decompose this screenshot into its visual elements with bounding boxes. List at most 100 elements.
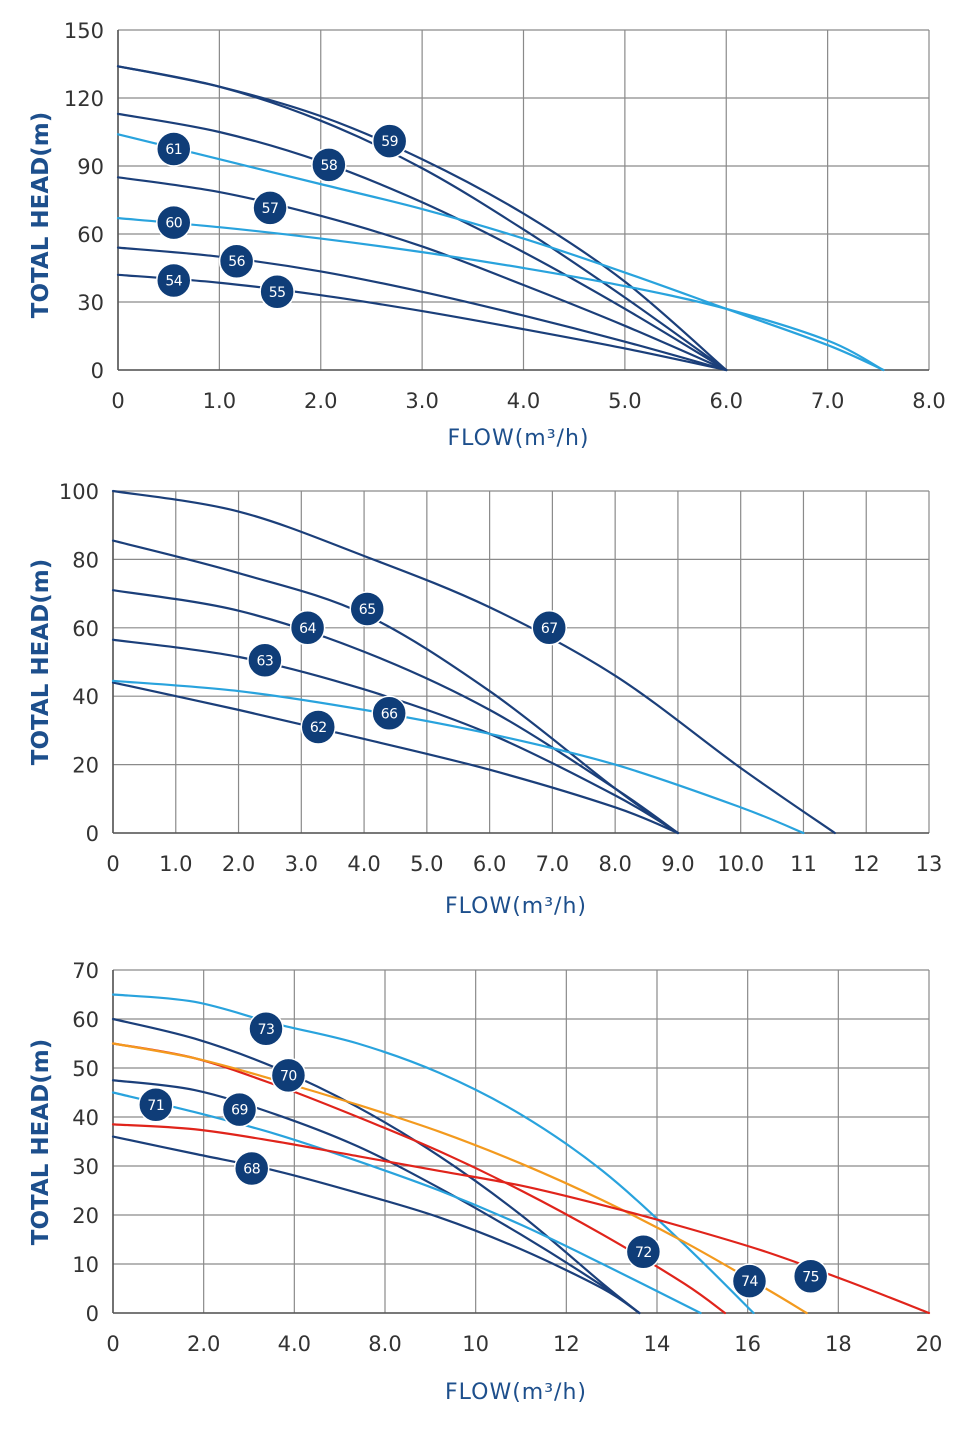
y-axis-label: TOTAL HEAD(m) [28, 1039, 54, 1245]
series-label: 61 [165, 142, 182, 158]
x-tick-label: 6.0 [710, 389, 743, 413]
series-label: 56 [228, 254, 245, 270]
x-tick-label: 20 [916, 1332, 943, 1356]
series-label: 64 [299, 621, 316, 637]
x-axis-label: FLOW(m³/h) [448, 426, 590, 451]
x-tick-label: 4.0 [278, 1332, 311, 1356]
series-curve-75 [111, 1123, 931, 1315]
series-badge-circle [371, 695, 407, 732]
series-badge-circle [531, 610, 567, 646]
y-tick-label: 60 [72, 617, 99, 641]
series-badge-68: 68 [233, 1150, 270, 1187]
series-badge-circle [625, 1234, 662, 1270]
series-curve-73 [111, 993, 755, 1315]
x-tick-label: 10 [462, 1332, 489, 1356]
series-badge-70: 70 [270, 1057, 307, 1094]
x-tick-label: 3.0 [285, 852, 318, 876]
series-curve-65 [111, 539, 680, 835]
series-badge-65: 65 [349, 591, 385, 627]
series-label: 54 [165, 273, 182, 289]
series-badge-circle [731, 1263, 768, 1299]
series-curve-61 [116, 133, 885, 372]
series-curve-74 [111, 1042, 808, 1315]
series-curve-67 [111, 489, 836, 835]
series-badge-66: 66 [371, 695, 407, 732]
series-badge-circle [156, 131, 192, 167]
series-curve-69 [111, 1079, 641, 1315]
series-label: 69 [231, 1103, 248, 1119]
x-tick-label: 16 [734, 1332, 761, 1356]
x-tick-label: 2.0 [304, 389, 337, 413]
y-tick-label: 80 [72, 548, 99, 572]
x-tick-label: 5.0 [608, 389, 641, 413]
y-tick-label: 0 [86, 1302, 99, 1326]
series-curve-56 [116, 176, 728, 372]
series-badge-circle [371, 123, 408, 159]
series-label: 57 [262, 201, 279, 217]
x-tick-label: 4.0 [507, 389, 540, 413]
series-badge-72: 72 [625, 1234, 662, 1270]
x-tick-label: 6.0 [473, 852, 506, 876]
series-badge-54: 54 [156, 262, 192, 299]
series-curve-59 [116, 65, 728, 372]
series-label: 72 [635, 1245, 652, 1261]
y-tick-label: 0 [86, 822, 99, 846]
series-badge-circle [792, 1258, 829, 1294]
x-tick-label: 0 [111, 389, 124, 413]
x-tick-label: 12 [853, 852, 880, 876]
series-label: 66 [381, 706, 398, 722]
series-label: 60 [165, 216, 182, 232]
x-axis-label: FLOW(m³/h) [445, 1380, 587, 1405]
y-axis-label: TOTAL HEAD(m) [28, 559, 54, 765]
x-tick-label: 18 [825, 1332, 852, 1356]
x-tick-label: 4.0 [347, 852, 380, 876]
series-badge-circle [233, 1150, 270, 1187]
series-badge-circle [300, 709, 337, 745]
series-label: 55 [269, 285, 286, 301]
y-tick-label: 50 [72, 1057, 99, 1081]
x-tick-label: 11 [790, 852, 817, 876]
series-curve-62 [111, 681, 680, 835]
series-badge-62: 62 [300, 709, 337, 745]
series-curve-68 [111, 1135, 641, 1315]
series-badge-57: 57 [252, 190, 288, 226]
series-curve-54 [116, 273, 728, 372]
series-curve-70 [111, 1017, 641, 1315]
series-badge-60: 60 [156, 204, 192, 241]
series-badge-75: 75 [792, 1258, 829, 1294]
series-curve-55 [116, 246, 728, 372]
y-tick-label: 90 [77, 155, 104, 179]
series-badge-69: 69 [221, 1091, 258, 1128]
x-tick-label: 8.0 [598, 852, 631, 876]
series-badge-circle [156, 204, 192, 241]
x-tick-label: 0 [106, 1332, 119, 1356]
chart-2: 0 1.0 2.0 3.0 4.0 5.0 6.0 7.0 8.0 9.0 10.0 11 12 13 0 2… [28, 480, 942, 919]
y-tick-label: 20 [72, 754, 99, 778]
series-badge-74: 74 [731, 1263, 768, 1299]
series-badge-circle [349, 591, 385, 627]
series-badge-64: 64 [289, 610, 326, 646]
series-badge-58: 58 [311, 147, 347, 183]
series-badge-61: 61 [156, 131, 192, 167]
series-curve-57 [116, 112, 728, 372]
series-label: 67 [541, 621, 558, 637]
x-tick-label: 5.0 [410, 852, 443, 876]
series-badge-circle [221, 1091, 258, 1128]
series-badge-circle [311, 147, 347, 183]
series-badge-circle [138, 1087, 174, 1123]
x-tick-label: 2.0 [222, 852, 255, 876]
y-tick-label: 120 [64, 87, 104, 111]
y-tick-label: 60 [72, 1008, 99, 1032]
series-badge-67: 67 [531, 610, 567, 646]
chart-1: 0 1.0 2.0 3.0 4.0 5.0 6.0 7.0 8.0 0 30 60 90 120 150 FL… [28, 19, 946, 451]
series-label: 59 [381, 134, 398, 150]
x-tick-label: 10.0 [717, 852, 764, 876]
x-tick-label: 1.0 [203, 389, 236, 413]
series-label: 63 [256, 653, 273, 669]
x-tick-label: 2.0 [187, 1332, 220, 1356]
y-tick-label: 30 [77, 291, 104, 315]
series-badge-circle [156, 262, 192, 299]
y-tick-label: 10 [72, 1253, 99, 1277]
x-tick-label: 7.0 [811, 389, 844, 413]
